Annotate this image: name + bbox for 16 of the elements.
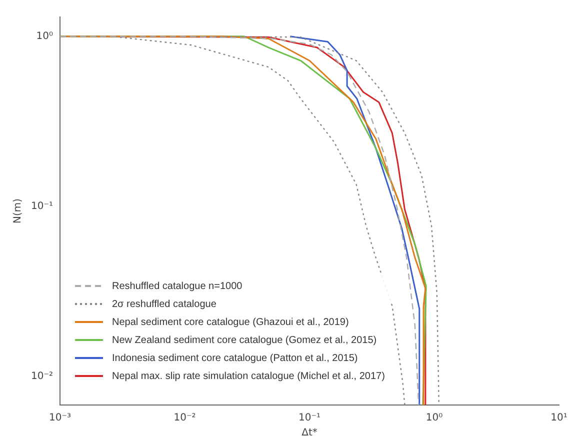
x-tick-label: 10⁻³: [49, 412, 72, 424]
legend-label: New Zealand sediment core catalogue (Gomez et al., 2015): [112, 334, 377, 346]
y-axis-title: N(m): [12, 198, 24, 224]
y-tick-label: 10⁰: [36, 30, 54, 42]
legend-label: Indonesia sediment core catalogue (Patton et al., 2015): [112, 352, 358, 364]
x-tick-label: 10¹: [550, 412, 568, 424]
y-tick-label: 10⁻¹: [30, 201, 54, 212]
x-tick-label: 10⁰: [426, 412, 443, 424]
legend-label: Nepal sediment core catalogue (Ghazoui et al., 2019): [112, 316, 349, 328]
legend-label: Reshuffled catalogue n=1000: [112, 280, 242, 292]
x-tick-label: 10⁻²: [174, 412, 196, 424]
x-tick-label: 10⁻¹: [298, 412, 321, 424]
x-axis-title: Δt*: [302, 428, 318, 439]
y-tick-label: 10⁻²: [30, 371, 54, 382]
legend-label: 2σ reshuffled catalogue: [112, 298, 216, 310]
legend-label: Nepal max. slip rate simulation catalogue (Michel et al., 2017): [112, 370, 385, 382]
